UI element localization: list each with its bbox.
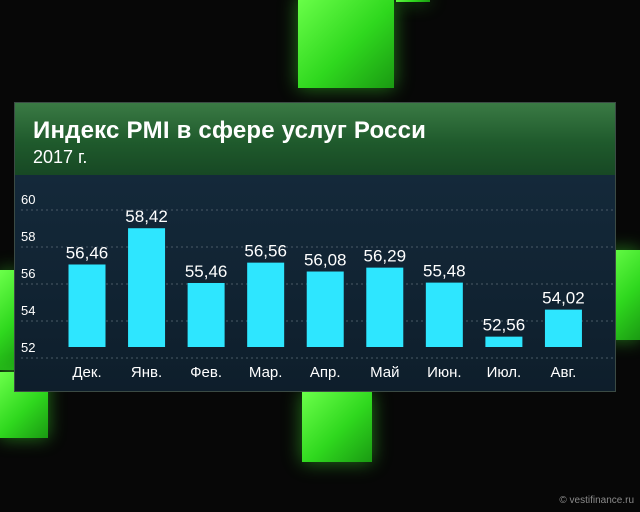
- data-label: 55,48: [423, 262, 466, 281]
- bar: [425, 282, 463, 347]
- bar: [247, 262, 285, 347]
- y-tick-label: 52: [21, 340, 35, 355]
- bg-block: [0, 270, 18, 370]
- chart-title: Индекс PMI в сфере услуг Росси: [33, 117, 427, 144]
- data-label: 52,56: [483, 316, 526, 335]
- category-label: Фев.: [190, 364, 222, 381]
- category-label: Янв.: [131, 364, 162, 381]
- bar: [366, 267, 404, 347]
- category-label: Авг.: [551, 364, 577, 381]
- category-label: Апр.: [310, 364, 341, 381]
- bar: [544, 309, 582, 347]
- bg-block: [302, 392, 372, 462]
- chart-panel: Индекс PMI в сфере услуг Росси 2017 г. 5…: [14, 102, 616, 392]
- data-label: 54,02: [542, 289, 585, 308]
- y-tick-label: 58: [21, 229, 35, 244]
- category-label: Мар.: [249, 364, 283, 381]
- data-label: 56,46: [66, 243, 109, 262]
- bar: [68, 264, 106, 347]
- bar: [128, 228, 166, 347]
- bar-chart: 52 54 56 58 60 56,46 Дек. 58,42 Янв. 55,46 Фев. 56,…: [21, 192, 613, 381]
- y-tick-label: 60: [21, 192, 35, 207]
- y-tick-label: 54: [21, 303, 35, 318]
- chart-header: Индекс PMI в сфере услуг Росси 2017 г.: [15, 103, 615, 175]
- bg-block: [298, 0, 394, 88]
- watermark: © vestifinance.ru: [559, 495, 634, 506]
- bar: [485, 336, 523, 347]
- bg-block: [396, 0, 430, 2]
- category-label: Июн.: [427, 364, 461, 381]
- data-label: 56,29: [364, 247, 407, 266]
- data-label: 56,08: [304, 251, 347, 270]
- category-label: Дек.: [72, 364, 101, 381]
- data-label: 58,42: [125, 207, 168, 226]
- data-label: 56,56: [244, 242, 287, 261]
- bar: [306, 271, 344, 347]
- y-tick-label: 56: [21, 266, 35, 281]
- data-label: 55,46: [185, 262, 228, 281]
- category-label: Июл.: [487, 364, 522, 381]
- chart-subtitle: 2017 г.: [33, 147, 88, 167]
- chart-area: 52 54 56 58 60 56,46 Дек. 58,42 Янв. 55,46 Фев. 56,…: [15, 175, 615, 391]
- bar: [187, 282, 225, 347]
- category-label: Май: [370, 364, 399, 381]
